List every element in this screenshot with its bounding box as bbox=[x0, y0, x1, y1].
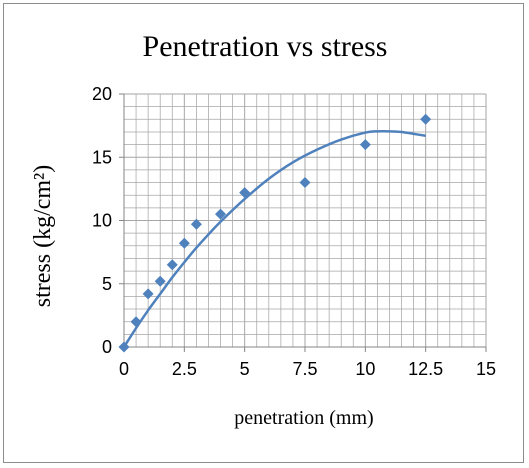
data-point bbox=[166, 259, 178, 271]
data-point bbox=[239, 187, 251, 199]
x-tick-label: 0 bbox=[119, 359, 129, 379]
trendline bbox=[122, 129, 426, 348]
y-tick-label: 10 bbox=[92, 211, 112, 231]
x-tick-label: 12.5 bbox=[408, 359, 443, 379]
chart-title: Penetration vs stress bbox=[143, 30, 388, 63]
x-tick-label: 7.5 bbox=[292, 359, 317, 379]
x-axis-label: penetration (mm) bbox=[234, 407, 373, 429]
y-tick-label: 5 bbox=[102, 274, 112, 294]
y-tick-label: 20 bbox=[92, 84, 112, 104]
y-tick-label: 0 bbox=[102, 337, 112, 357]
data-point bbox=[420, 113, 432, 125]
grid-layer bbox=[123, 93, 487, 348]
data-point bbox=[118, 341, 130, 353]
point-layer bbox=[118, 113, 432, 353]
data-point bbox=[178, 237, 190, 249]
chart-frame: Penetration vs stress 0 2.5 5 7.5 10 12.5 15 0 5… bbox=[3, 3, 524, 463]
x-tick-label: 15 bbox=[476, 359, 496, 379]
y-axis-label: stress (kg/cm²) bbox=[30, 165, 56, 308]
chart-svg: Penetration vs stress 0 2.5 5 7.5 10 12.5 15 0 5… bbox=[30, 30, 496, 429]
data-point bbox=[130, 316, 142, 328]
data-point bbox=[154, 275, 166, 287]
data-point bbox=[142, 288, 154, 300]
x-tick-label: 10 bbox=[355, 359, 375, 379]
data-point bbox=[299, 177, 311, 189]
data-point bbox=[215, 208, 227, 220]
data-point bbox=[359, 139, 371, 151]
y-tick-label: 15 bbox=[92, 147, 112, 167]
x-tick-label: 5 bbox=[240, 359, 250, 379]
x-tick-label: 2.5 bbox=[172, 359, 197, 379]
data-point bbox=[190, 218, 202, 230]
trend-layer bbox=[122, 129, 426, 348]
tick-layer: 0 2.5 5 7.5 10 12.5 15 0 5 10 15 20 bbox=[92, 84, 496, 379]
